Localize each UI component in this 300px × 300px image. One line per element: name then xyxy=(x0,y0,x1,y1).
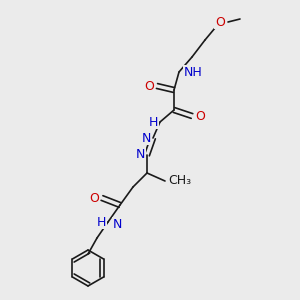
Text: O: O xyxy=(195,110,205,122)
Text: N: N xyxy=(136,148,145,161)
Text: H: H xyxy=(148,116,158,128)
Text: N: N xyxy=(113,218,122,230)
Text: H: H xyxy=(97,215,106,229)
Text: O: O xyxy=(89,191,99,205)
Text: O: O xyxy=(144,80,154,92)
Text: N: N xyxy=(142,131,151,145)
Text: NH: NH xyxy=(184,65,203,79)
Text: O: O xyxy=(215,16,225,28)
Text: CH₃: CH₃ xyxy=(168,175,191,188)
